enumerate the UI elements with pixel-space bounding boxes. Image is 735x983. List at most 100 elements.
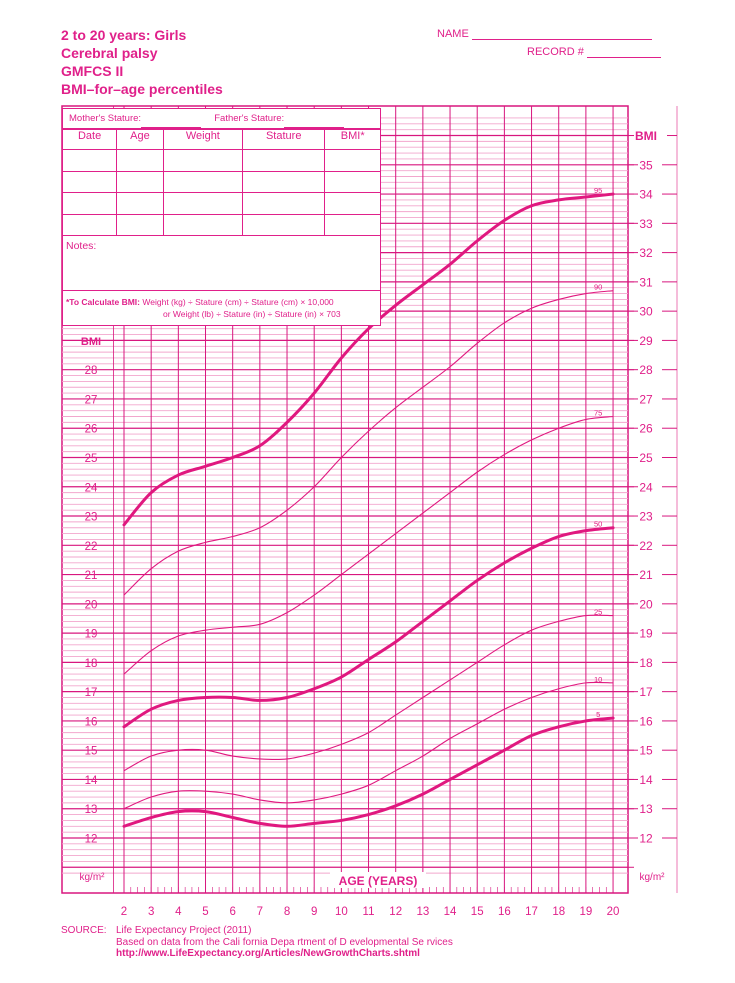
table-cell[interactable] bbox=[324, 213, 380, 236]
table-cell[interactable] bbox=[116, 170, 164, 193]
svg-text:26: 26 bbox=[639, 422, 653, 436]
name-label: NAME bbox=[437, 28, 469, 40]
table-cell[interactable] bbox=[162, 192, 243, 215]
mothers-stature-input[interactable] bbox=[141, 117, 202, 128]
svg-text:21: 21 bbox=[85, 570, 98, 582]
svg-text:15: 15 bbox=[639, 744, 653, 758]
col-age: Age bbox=[116, 129, 164, 150]
svg-text:14: 14 bbox=[639, 773, 653, 787]
svg-text:75: 75 bbox=[594, 409, 602, 418]
svg-text:13: 13 bbox=[639, 802, 653, 816]
table-cell[interactable] bbox=[324, 149, 380, 172]
svg-text:28: 28 bbox=[639, 363, 653, 377]
bmi-formula: *To Calculate BMI: Weight (kg) ÷ Stature… bbox=[63, 291, 380, 320]
stature-row: Mother's Stature: Father's Stature: bbox=[63, 109, 380, 129]
percentile-curves: 95 90 75 50 25 10 5 bbox=[122, 186, 615, 828]
svg-text:24: 24 bbox=[639, 480, 653, 494]
svg-text:29: 29 bbox=[639, 334, 653, 348]
percentile-50-curve bbox=[122, 526, 615, 729]
record-input-line[interactable] bbox=[586, 46, 661, 58]
svg-text:11: 11 bbox=[363, 906, 375, 918]
percentile-75-curve bbox=[123, 415, 614, 675]
percentile-10-curve bbox=[123, 681, 614, 810]
svg-text:BMI: BMI bbox=[635, 129, 657, 143]
title-line: BMI–for–age percentiles bbox=[61, 81, 223, 97]
notes-label: Notes: bbox=[66, 240, 97, 252]
svg-text:95: 95 bbox=[594, 186, 602, 195]
record-label: RECORD # bbox=[527, 46, 584, 58]
name-field[interactable]: NAME bbox=[437, 28, 652, 40]
table-cell[interactable] bbox=[63, 192, 118, 215]
svg-text:27: 27 bbox=[639, 392, 653, 406]
table-cell[interactable] bbox=[116, 213, 164, 236]
svg-text:12: 12 bbox=[639, 832, 653, 846]
source-label: SOURCE: bbox=[61, 925, 107, 936]
table-cell[interactable] bbox=[324, 170, 380, 193]
svg-text:6: 6 bbox=[229, 906, 235, 918]
percentile-5-curve bbox=[122, 716, 615, 828]
svg-text:20: 20 bbox=[607, 906, 620, 918]
svg-text:13: 13 bbox=[85, 804, 98, 816]
svg-text:25: 25 bbox=[639, 451, 653, 465]
svg-text:26: 26 bbox=[85, 424, 98, 436]
svg-text:24: 24 bbox=[85, 482, 98, 494]
svg-text:34: 34 bbox=[639, 188, 653, 202]
svg-text:32: 32 bbox=[639, 246, 653, 260]
table-header-row: Date Age Weight Stature BMI* bbox=[63, 129, 380, 150]
table-cell[interactable] bbox=[241, 149, 326, 172]
bmi-formula-metric: Weight (kg) ÷ Stature (cm) ÷ Stature (cm… bbox=[142, 297, 334, 307]
col-weight: Weight bbox=[162, 129, 243, 150]
svg-text:19: 19 bbox=[85, 629, 98, 641]
svg-text:22: 22 bbox=[639, 539, 653, 553]
svg-text:17: 17 bbox=[639, 685, 653, 699]
source-url-link[interactable]: http://www.LifeExpectancy.org/Articles/N… bbox=[116, 948, 420, 959]
svg-text:23: 23 bbox=[639, 510, 653, 524]
notes-area[interactable]: Notes: bbox=[63, 236, 380, 291]
table-cell[interactable] bbox=[116, 192, 164, 215]
table-row bbox=[63, 170, 380, 193]
table-cell[interactable] bbox=[162, 149, 243, 172]
table-cell[interactable] bbox=[324, 192, 380, 215]
measurement-table: Date Age Weight Stature BMI* bbox=[63, 129, 380, 236]
percentile-95-curve bbox=[122, 192, 615, 527]
svg-text:kg/m²: kg/m² bbox=[80, 872, 106, 883]
svg-text:17: 17 bbox=[525, 906, 538, 918]
mothers-stature-label: Mother's Stature: bbox=[69, 113, 142, 124]
table-cell[interactable] bbox=[63, 213, 118, 236]
title-line: Cerebral palsy bbox=[61, 45, 158, 61]
svg-text:25: 25 bbox=[594, 608, 602, 617]
table-cell[interactable] bbox=[63, 149, 118, 172]
svg-text:16: 16 bbox=[639, 714, 653, 728]
svg-text:17: 17 bbox=[85, 687, 98, 699]
record-field[interactable]: RECORD # bbox=[527, 46, 661, 58]
svg-text:12: 12 bbox=[85, 834, 98, 846]
table-cell[interactable] bbox=[241, 192, 326, 215]
table-cell[interactable] bbox=[241, 213, 326, 236]
svg-text:8: 8 bbox=[284, 906, 290, 918]
col-stature: Stature bbox=[241, 129, 326, 150]
svg-text:22: 22 bbox=[85, 541, 98, 553]
svg-text:12: 12 bbox=[389, 906, 402, 918]
percentile-25-curve bbox=[123, 614, 614, 772]
col-date: Date bbox=[63, 129, 118, 150]
table-row bbox=[63, 192, 380, 215]
fathers-stature-input[interactable] bbox=[284, 117, 345, 128]
svg-text:AGE (YEARS): AGE (YEARS) bbox=[339, 874, 418, 888]
svg-text:7: 7 bbox=[257, 906, 263, 918]
svg-text:5: 5 bbox=[596, 710, 600, 719]
table-cell[interactable] bbox=[162, 170, 243, 193]
table-cell[interactable] bbox=[241, 170, 326, 193]
svg-text:16: 16 bbox=[498, 906, 511, 918]
svg-text:33: 33 bbox=[639, 217, 653, 231]
table-cell[interactable] bbox=[63, 170, 118, 193]
svg-text:31: 31 bbox=[639, 275, 653, 289]
svg-text:15: 15 bbox=[471, 906, 484, 918]
table-cell[interactable] bbox=[116, 149, 164, 172]
svg-text:20: 20 bbox=[639, 597, 653, 611]
table-row bbox=[63, 213, 380, 236]
svg-text:16: 16 bbox=[85, 716, 98, 728]
measurement-form: Mother's Stature: Father's Stature: Date… bbox=[62, 108, 381, 326]
table-cell[interactable] bbox=[162, 213, 243, 236]
svg-text:4: 4 bbox=[175, 906, 182, 918]
name-input-line[interactable] bbox=[471, 28, 652, 40]
